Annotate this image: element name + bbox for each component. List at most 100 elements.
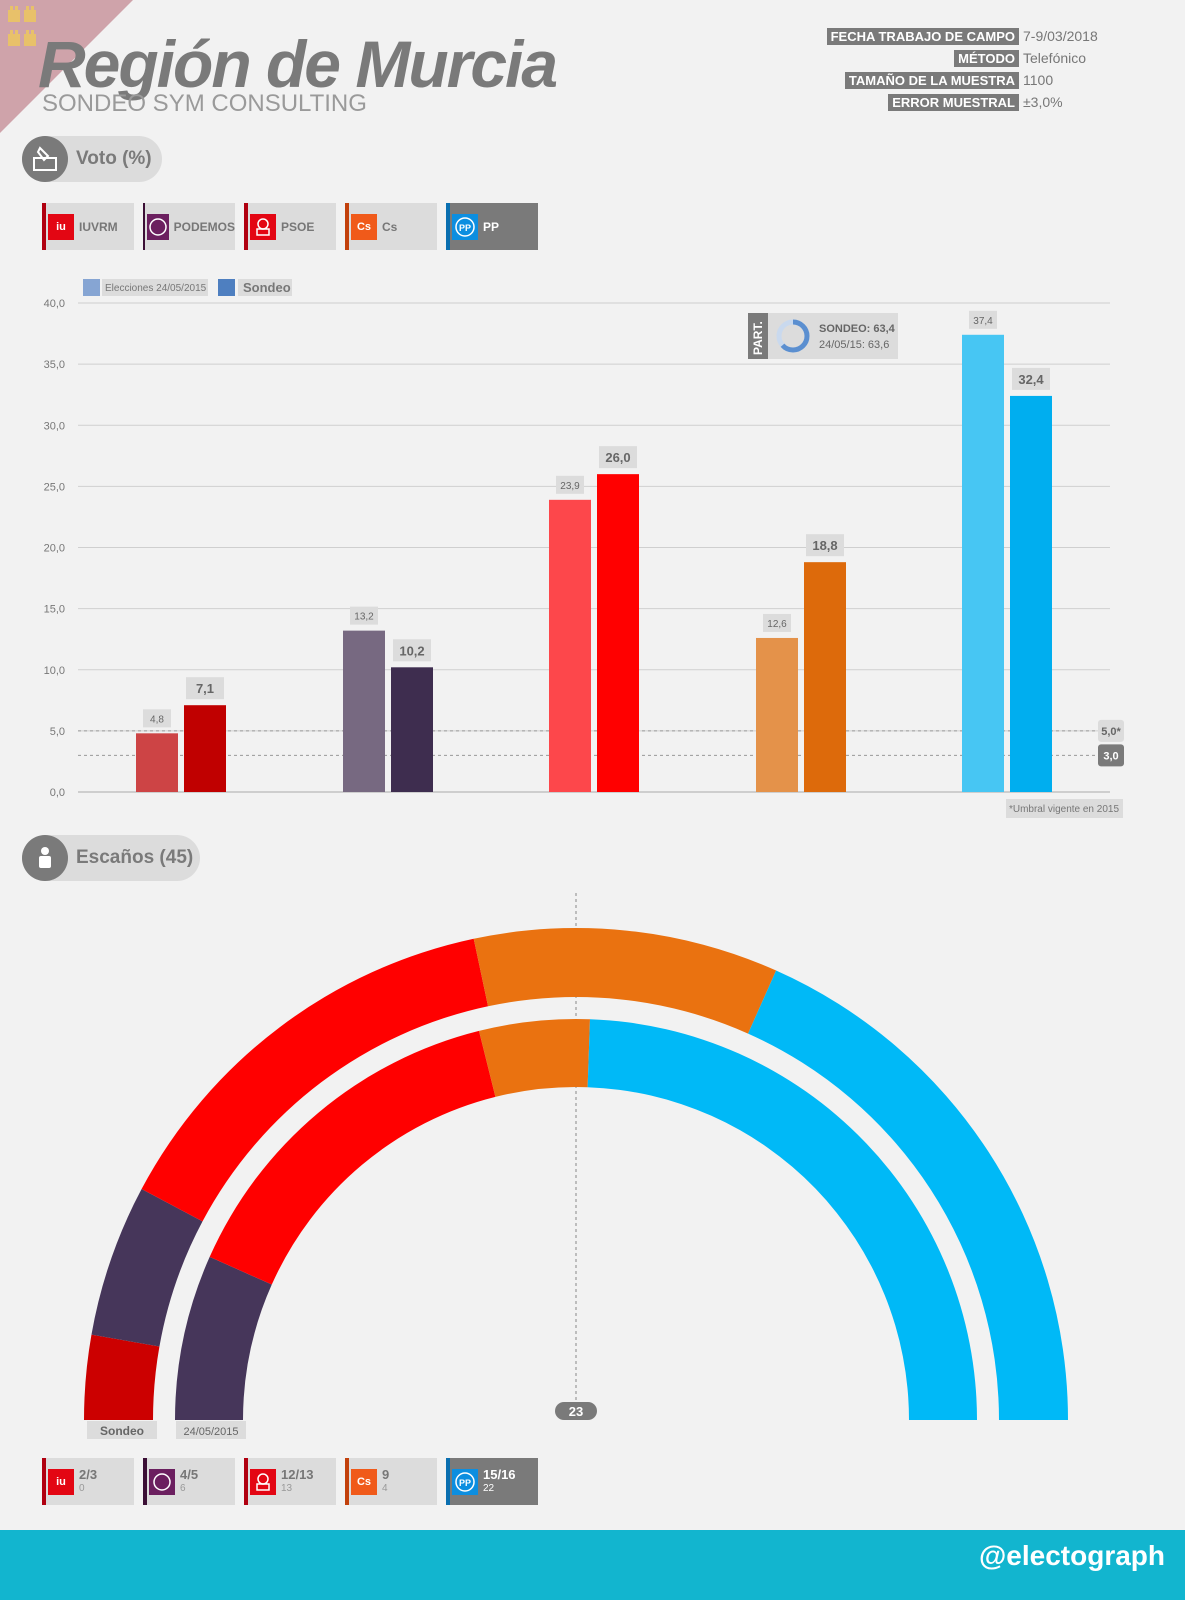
party-stripe	[244, 1458, 248, 1505]
participation-tag: PART.	[751, 321, 765, 355]
y-tick-label: 40,0	[44, 298, 65, 310]
meta-label: MÉTODO	[954, 49, 1019, 67]
meta-label: TAMAÑO DE LA MUESTRA	[844, 71, 1019, 89]
threshold-label: 5,0*	[1101, 726, 1121, 738]
participation-tag-bg	[748, 313, 768, 359]
bar-value-label: 37,4	[973, 316, 993, 327]
bar	[1010, 395, 1052, 792]
y-tick-label: 0,0	[50, 787, 65, 799]
threshold-badge	[1098, 744, 1124, 767]
outer-ring-label-bg	[87, 1421, 157, 1439]
psoe-rose-icon	[250, 1468, 276, 1495]
seats-projection: 15/16	[483, 1466, 516, 1482]
bar-value-bg	[969, 310, 997, 329]
legend-label-2015: Elecciones 24/05/2015	[105, 283, 207, 294]
vote-bar-chart: 0,0 5,0 10,0 15,0 20,0 25,0 30,0 35,0 40,0 5,0* 3…	[44, 279, 1124, 818]
murcia-crest-icon	[8, 6, 36, 46]
meta-value: ±3,0%	[1023, 94, 1063, 110]
outer-ring-segment	[84, 1334, 160, 1420]
inner-ring-segment	[478, 1018, 590, 1097]
bar	[804, 562, 846, 792]
meta-label: FECHA TRABAJO DE CAMPO	[826, 27, 1019, 45]
outer-ring-label: Sondeo	[100, 1424, 144, 1438]
svg-text:PP: PP	[459, 1478, 471, 1488]
party-stripe	[143, 203, 145, 250]
seats-hemicycle: 23 Sondeo 24/05/2015	[84, 893, 1068, 1439]
party-stripe	[345, 203, 349, 250]
bar-value-bg	[556, 475, 584, 494]
page-title: Región de Murcia	[38, 27, 558, 101]
seats-section-label: Escaños (45)	[76, 847, 194, 868]
participation-ring	[776, 319, 810, 353]
meta-row-error: ERROR MUESTRAL ±3,0%	[827, 91, 1103, 113]
party-name: PODEMOS	[173, 219, 235, 234]
bar-value-label: 32,4	[1018, 372, 1044, 387]
inner-ring-label: 24/05/2015	[183, 1426, 238, 1438]
ballot-box-icon	[22, 136, 68, 182]
participation-prev: 24/05/15: 63,6	[819, 339, 889, 351]
outer-ring-segment	[473, 928, 777, 1034]
bar-value-label: 18,8	[812, 538, 837, 553]
corner-triangle	[0, 0, 133, 133]
legend-label-bg	[102, 279, 208, 296]
bar-value-bg	[806, 534, 844, 557]
bar-value-bg	[350, 606, 378, 625]
seats-iuvrm: iu 2/3 0	[42, 1458, 134, 1505]
outer-ring-segment	[91, 1189, 203, 1347]
bar	[549, 499, 591, 792]
bar-value-label: 4,8	[150, 714, 164, 725]
y-tick-label: 15,0	[44, 604, 65, 616]
y-tick-label: 30,0	[44, 420, 65, 432]
bar-value-bg	[143, 709, 171, 728]
legend-label-bg	[238, 279, 292, 296]
seats-projection: 9	[382, 1466, 390, 1482]
legend-swatch-2015	[83, 279, 100, 296]
vote-section-label: Voto (%)	[76, 148, 152, 169]
party-stripe	[446, 203, 450, 250]
seats-podemos: 4/5 6	[143, 1458, 235, 1505]
threshold-note: *Umbral vigente en 2015	[1009, 804, 1120, 815]
inner-ring-label-bg	[176, 1421, 246, 1439]
podemos-logo-icon	[146, 213, 169, 240]
party-name: Cs	[382, 219, 398, 234]
y-tick-label: 5,0	[50, 726, 65, 738]
seats-previous: 22	[483, 1482, 495, 1494]
psoe-rose-icon	[250, 213, 276, 240]
bar-value-bg	[763, 613, 791, 632]
participation-bg	[768, 313, 898, 359]
iu-logo-icon: iu	[48, 1468, 74, 1495]
seats-section-header: Escaños (45)	[22, 835, 200, 881]
vote-section-header: Voto (%)	[22, 136, 162, 182]
threshold-badge	[1098, 719, 1124, 742]
bar	[962, 334, 1004, 792]
majority-badge	[555, 1402, 597, 1420]
bar-value-bg	[186, 677, 224, 700]
party-stripe	[244, 203, 248, 250]
pp-logo-icon: PP	[452, 213, 478, 240]
participation-widget: PART. SONDEO: 63,4 24/05/15: 63,6	[748, 313, 898, 359]
bar	[136, 733, 178, 792]
bar	[597, 474, 639, 792]
bar-value-label: 26,0	[605, 450, 630, 465]
seats-previous: 6	[180, 1482, 186, 1494]
seats-psoe: 12/13 13	[244, 1458, 336, 1505]
footer-handle: @electograph	[978, 1540, 1165, 1571]
fieldwork-info: FECHA TRABAJO DE CAMPO 7-9/03/2018 MÉTOD…	[826, 25, 1103, 113]
bar-value-label: 12,6	[767, 619, 787, 630]
bar-value-bg	[1012, 367, 1050, 390]
seats-previous: 13	[281, 1482, 293, 1494]
seats-projection: 4/5	[180, 1466, 199, 1482]
party-legend: iu IUVRM PODEMOS PSOE Cs Cs PP PP	[42, 203, 538, 250]
seats-previous: 0	[79, 1482, 85, 1494]
party-tag-podemos: PODEMOS	[143, 203, 235, 250]
page-subtitle: SONDEO SYM CONSULTING	[42, 90, 367, 117]
bar-value-label: 10,2	[399, 643, 424, 658]
inner-ring-segment	[175, 1256, 272, 1420]
bar	[391, 667, 433, 792]
seats-previous: 4	[382, 1482, 388, 1494]
legend-label-sondeo: Sondeo	[243, 280, 291, 295]
bar-value-bg	[393, 639, 431, 662]
party-tag-iuvrm: iu IUVRM	[42, 203, 134, 250]
party-stripe	[345, 1458, 349, 1505]
